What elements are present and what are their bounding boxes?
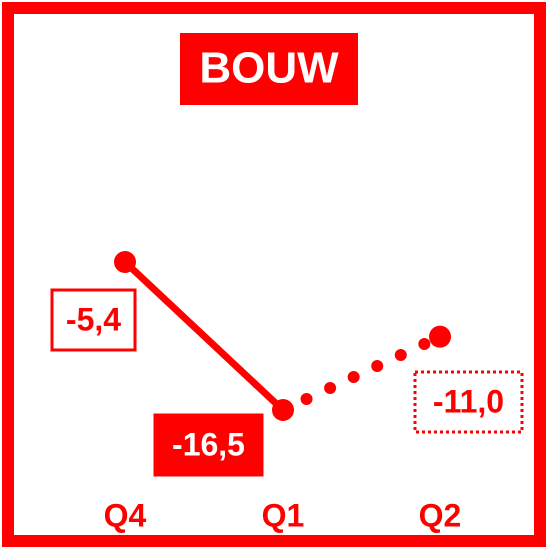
x-tick-label: Q2 [419, 497, 462, 533]
dotted-segment [277, 330, 446, 416]
value-label: -5,4 [66, 301, 121, 337]
value-label-box [153, 413, 264, 477]
value-label-box [413, 370, 524, 434]
chart-title: BOUW [199, 44, 339, 93]
point [114, 251, 136, 273]
line-segment [121, 258, 287, 414]
x-tick-label: Q1 [262, 497, 305, 533]
point [272, 399, 294, 421]
value-label-box [50, 288, 137, 352]
value-label: -16,5 [172, 426, 245, 462]
title-box [180, 33, 358, 105]
point [429, 325, 451, 348]
x-tick-label: Q4 [104, 497, 147, 533]
value-label: -11,0 [433, 383, 504, 419]
